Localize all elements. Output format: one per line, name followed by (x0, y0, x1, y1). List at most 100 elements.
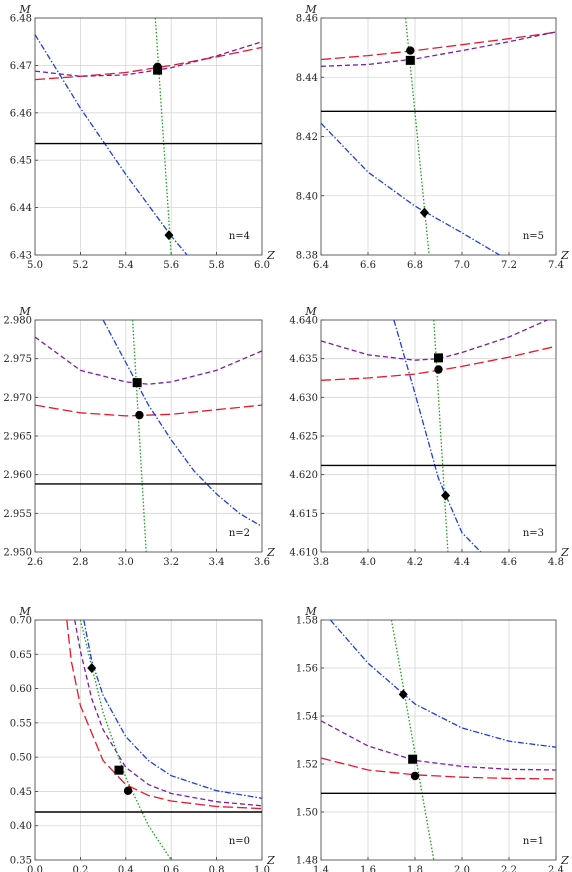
plot-frame (34, 17, 263, 256)
marker-circle (410, 771, 420, 781)
chart-panel-n0: 0.0 0.2 0.4 0.6 0.8 1.0 0.35 0.40 0.45 0.50 0.55 0.… (10, 605, 275, 872)
y-tick-label: 6.48 (10, 14, 32, 25)
x-axis-label: Z (266, 546, 275, 559)
series-line-dotted (131, 320, 147, 552)
x-tick-label: 0.2 (72, 865, 88, 872)
y-tick-label: 8.40 (296, 191, 318, 202)
y-tick-label: 1.58 (296, 616, 318, 627)
x-tick-label: 4.8 (548, 557, 564, 568)
marker-circle (406, 46, 415, 55)
x-tick-label: 3.2 (163, 557, 179, 568)
y-tick-label: 8.44 (296, 73, 318, 84)
y-tick-label: 6.45 (10, 156, 32, 167)
x-tick-label: 0.0 (27, 865, 43, 872)
x-tick-label: 6.0 (254, 260, 270, 271)
y-tick-label: 2.955 (3, 509, 32, 520)
series-line-dotted (390, 620, 435, 860)
y-axis-label: M (304, 3, 317, 16)
series-line-short-dash (35, 336, 262, 385)
x-axis-label: Z (560, 546, 569, 559)
y-tick-label: 4.615 (289, 509, 318, 520)
y-axis-label: M (304, 305, 317, 318)
x-tick-label: 3.4 (209, 557, 225, 568)
x-tick-label: 4.0 (360, 557, 376, 568)
x-tick-label: 2.2 (501, 865, 517, 872)
panel-annotation: n=5 (523, 231, 544, 242)
x-tick-label: 5.8 (209, 260, 225, 271)
series-line-dash-dot (393, 320, 482, 552)
y-axis-label: M (18, 3, 31, 16)
y-tick-label: 2.965 (3, 432, 32, 443)
x-tick-label: 0.4 (118, 865, 134, 872)
chart-panel-n5: 6.4 6.6 6.8 7.0 7.2 7.4 8.38 8.40 8.42 8.44 8.46M Z… (296, 3, 569, 271)
x-tick-label: 6.6 (360, 260, 376, 271)
panel-annotation: n=2 (229, 528, 250, 539)
chart-panel-n3: 3.8 4.0 4.2 4.4 4.6 4.8 4.610 4.615 4.620 4.625 4.… (289, 305, 569, 568)
y-tick-label: 6.43 (10, 251, 32, 262)
x-tick-label: 6.4 (313, 260, 329, 271)
plot-frame (34, 319, 263, 553)
y-tick-label: 6.46 (10, 108, 32, 119)
marker-diamond (419, 207, 429, 218)
marker-square (114, 765, 124, 775)
series-line-dash-dot (329, 620, 556, 748)
y-tick-label: 8.42 (296, 132, 318, 143)
y-tick-label: 4.630 (289, 393, 318, 404)
x-tick-label: 7.2 (501, 260, 517, 271)
y-tick-label: 1.48 (296, 856, 318, 867)
series-line-short-dash (35, 41, 262, 77)
y-axis-label: M (304, 605, 317, 618)
series-line-long-dash (35, 404, 262, 417)
panel-annotation: n=1 (523, 836, 544, 847)
x-tick-label: 7.0 (454, 260, 470, 271)
y-tick-label: 1.52 (296, 760, 318, 771)
marker-square (408, 754, 418, 764)
x-tick-label: 1.8 (407, 865, 423, 872)
y-tick-label: 0.55 (10, 718, 32, 729)
panel-annotation: n=4 (229, 231, 250, 242)
series-line-long-dash (321, 31, 556, 61)
panel-annotation: n=3 (523, 528, 544, 539)
x-tick-label: 1.4 (313, 865, 329, 872)
x-tick-label: 6.8 (407, 260, 423, 271)
x-tick-label: 3.6 (254, 557, 270, 568)
y-tick-label: 0.35 (10, 856, 32, 867)
y-tick-label: 8.46 (296, 14, 318, 25)
series-line-long-dash (321, 757, 556, 780)
x-axis-label: Z (560, 249, 569, 262)
x-tick-label: 1.6 (360, 865, 376, 872)
chart-panel-n2: 2.6 2.8 3.0 3.2 3.4 3.6 2.950 2.955 2.960 2.965 2.… (3, 305, 275, 568)
x-axis-label: Z (560, 854, 569, 867)
marker-diamond (87, 663, 97, 673)
x-tick-label: 2.0 (454, 865, 470, 872)
x-tick-label: 4.6 (501, 557, 517, 568)
series-line-short-dash (74, 620, 262, 807)
series-line-dotted (154, 18, 172, 255)
marker-square (405, 55, 415, 65)
y-tick-label: 4.620 (289, 470, 318, 481)
x-tick-label: 5.4 (118, 260, 134, 271)
marker-circle (135, 410, 144, 420)
x-tick-label: 1.0 (254, 865, 270, 872)
marker-diamond (398, 689, 408, 700)
series-line-dash-dot (83, 620, 262, 799)
y-tick-label: 6.47 (10, 61, 32, 72)
series-line-short-dash (321, 720, 556, 771)
x-tick-label: 0.8 (209, 865, 225, 872)
chart-panel-n4: 5.0 5.2 5.4 5.6 5.8 6.0 6.43 6.44 6.45 6.46 6.47 6.… (10, 3, 275, 271)
y-tick-label: 4.640 (289, 316, 318, 327)
plot-frame (320, 319, 557, 553)
plot-frame (34, 619, 263, 861)
y-tick-label: 1.56 (296, 664, 318, 675)
panel-annotation: n=0 (229, 836, 250, 847)
y-tick-label: 1.50 (296, 808, 318, 819)
x-tick-label: 2.8 (72, 557, 88, 568)
y-tick-label: 2.960 (3, 470, 32, 481)
series-line-dotted (79, 620, 172, 860)
y-tick-label: 4.635 (289, 354, 318, 365)
marker-square (434, 353, 443, 363)
x-tick-label: 5.2 (72, 260, 88, 271)
y-tick-label: 0.60 (10, 684, 32, 695)
series-line-long-dash (66, 620, 262, 810)
y-tick-label: 4.625 (289, 432, 318, 443)
